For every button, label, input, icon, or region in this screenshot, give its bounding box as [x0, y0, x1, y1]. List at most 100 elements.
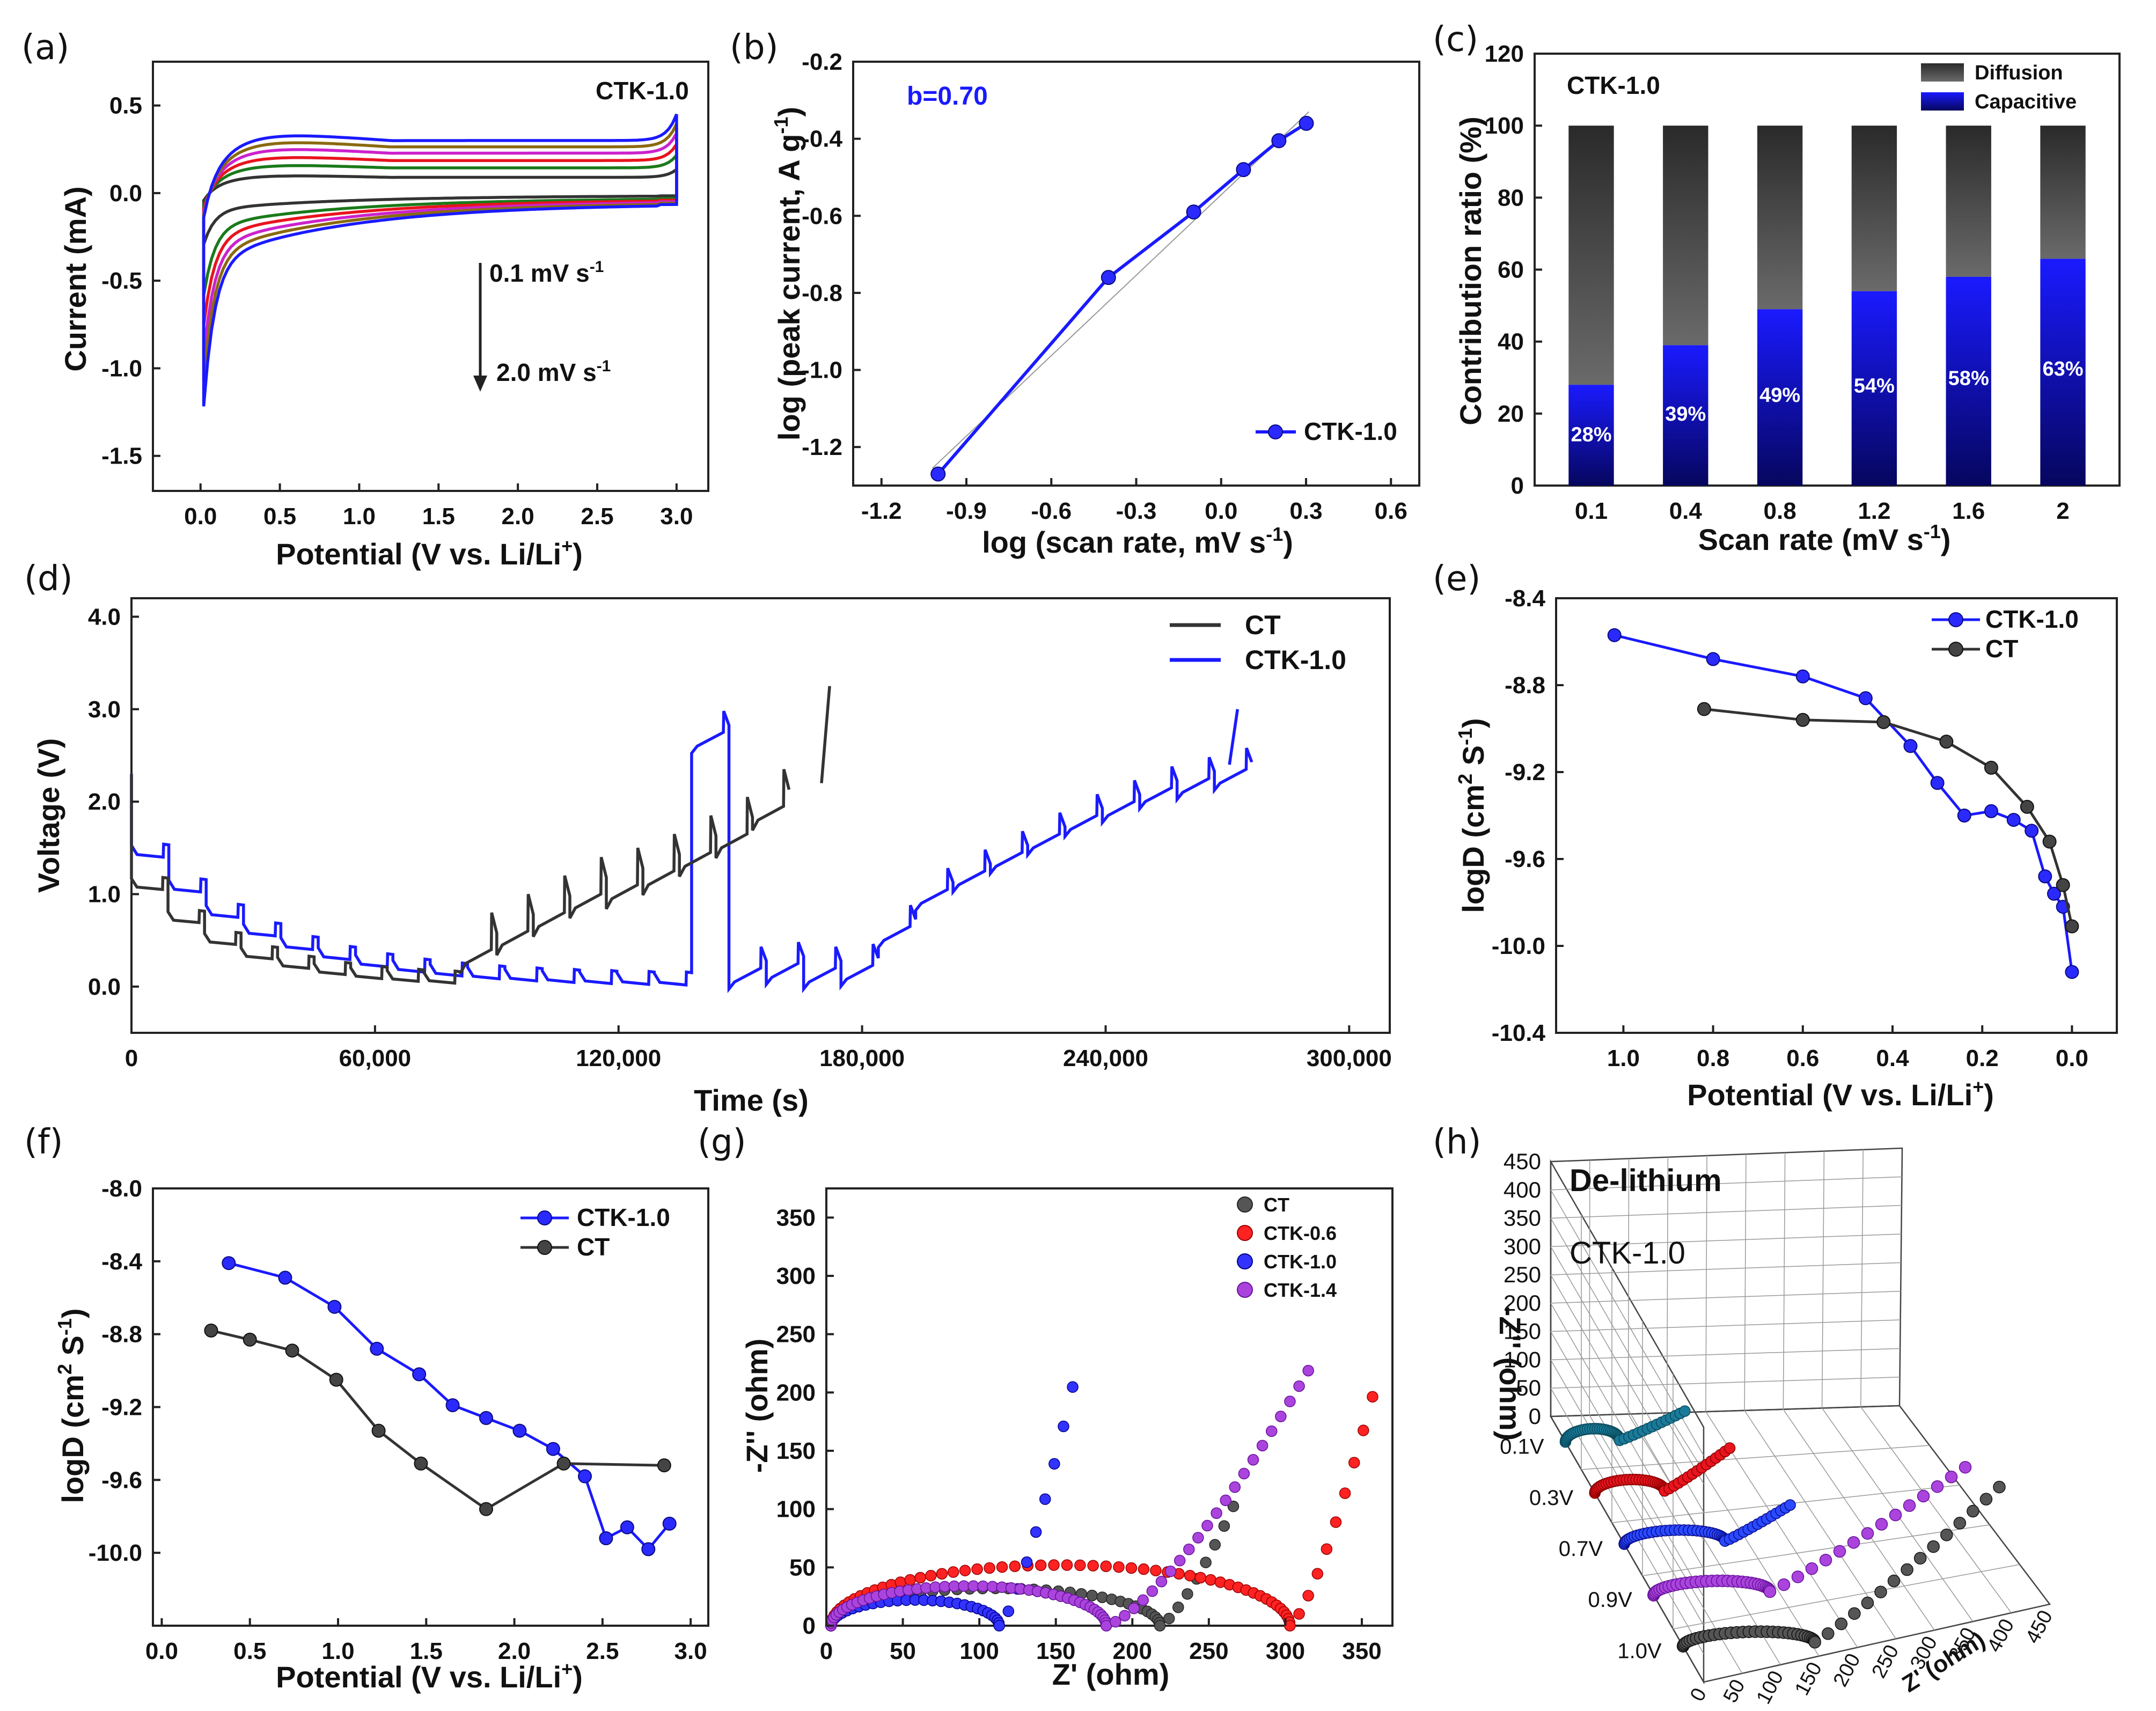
- panel-e-ytick-label: -10.4: [1492, 1020, 1546, 1046]
- panel-g-point-ctk06: [1184, 1569, 1196, 1582]
- panel-d-ytick-label: 2.0: [88, 789, 121, 815]
- panel-g-point-ct: [1209, 1539, 1221, 1551]
- panel-f-point: [546, 1442, 560, 1456]
- panel-g-point-ct: [1182, 1588, 1193, 1600]
- panel-label-c: (c): [1433, 20, 1478, 60]
- panel-c-bar-label: 39%: [1665, 403, 1706, 425]
- panel-h-point-r09: [1875, 1518, 1888, 1531]
- panel-g-point-ctk06: [1138, 1563, 1150, 1575]
- panel-g-point-ct: [1154, 1620, 1166, 1632]
- panel-g-point-ctk14: [1119, 1610, 1131, 1622]
- panel-f-xtick-label: 1.5: [410, 1638, 443, 1664]
- panel-h-point-r07: [1784, 1499, 1796, 1511]
- panel-h-point-r09: [1889, 1508, 1902, 1522]
- panel-h-grid-line: [1666, 1157, 1669, 1413]
- panel-h-point-r10: [1913, 1552, 1927, 1565]
- panel-h-point-r01: [1679, 1405, 1691, 1417]
- panel-e-ytick-label: -9.2: [1505, 759, 1545, 785]
- panel-c-ytick-label: 60: [1498, 257, 1524, 283]
- panel-c-bar-capacitive: [1851, 291, 1897, 486]
- panel-e-xtick-label: 0.2: [1966, 1045, 1999, 1071]
- panel-a-xtick-label: 2.0: [502, 503, 534, 530]
- panel-g-plot: [825, 1364, 1378, 1632]
- panel-c-ytick-label: 40: [1498, 329, 1524, 355]
- panel-a-xtick-label: 0.5: [263, 503, 296, 530]
- panel-h-xtick-label: 450: [2021, 1607, 2057, 1648]
- panel-b-ticks: -1.2 -0.9 -0.6 -0.3 0.0 0.3 0.6 -0.2 -0.4 -0.6 -0.…: [802, 49, 1407, 524]
- panel-a-ytick-label: -0.5: [101, 268, 142, 294]
- panel-c-bar-chart: 28% 0.1 39% 0.4 49% 0.8 54% 1.2 58% 1.6 63% 2 0 20 40…: [1454, 41, 2121, 556]
- panel-h-point-r10: [1835, 1617, 1848, 1631]
- panel-g-point-ctk06: [1311, 1568, 1324, 1580]
- panel-b-point: [930, 466, 946, 482]
- panel-g-point-ctk06: [1330, 1516, 1342, 1528]
- panel-h-point-r09: [1763, 1585, 1777, 1598]
- panel-c-bar-label: 49%: [1759, 384, 1800, 407]
- panel-h-point-r09: [1931, 1480, 1944, 1493]
- panel-e-point: [2025, 824, 2039, 838]
- panel-d-ytick-label: 3.0: [88, 696, 121, 723]
- panel-g-point-ctk10: [1048, 1458, 1060, 1470]
- panel-d-series-ctk: [130, 710, 1253, 994]
- panel-e-point: [2065, 919, 2079, 934]
- panel-e-point: [2006, 813, 2021, 827]
- panel-h-grid-line: [1550, 1319, 1901, 1332]
- panel-g-point-ctk06: [1293, 1608, 1305, 1620]
- panel-g-xtick-label: 100: [959, 1638, 999, 1664]
- panel-label-g: (g): [698, 1122, 746, 1162]
- panel-b-xtick-label: -1.2: [861, 498, 902, 524]
- panel-g-point-ctk14: [1110, 1615, 1121, 1628]
- panel-a-xtick-label: 1.0: [343, 503, 376, 530]
- panel-h-grid-line: [1589, 1160, 1590, 1415]
- panel-g-legend-label: CTK-0.6: [1264, 1222, 1337, 1244]
- panel-g-point-ctk06: [1339, 1487, 1351, 1499]
- panel-d-series-ct: [130, 769, 791, 985]
- panel-f-ytick-label: -8.8: [101, 1321, 142, 1348]
- panel-g-legend-marker: [1237, 1196, 1253, 1213]
- panel-g-xtick-label: 50: [890, 1638, 916, 1664]
- panel-g-point-ct: [1227, 1500, 1240, 1512]
- panel-h-grid-line: [1642, 1524, 1990, 1576]
- panel-b-ytick-label: -0.2: [802, 49, 842, 75]
- panel-f-xtick-label: 3.0: [674, 1638, 707, 1664]
- panel-h-3d-nyquist: 4504003503002502001501005000.1V0.3V0.7V0…: [1493, 1147, 2057, 1708]
- panel-b-point: [1186, 204, 1201, 220]
- panel-f-ytick-label: -9.6: [101, 1467, 142, 1493]
- panel-g-legend-label: CTK-1.0: [1264, 1251, 1337, 1273]
- panel-g-legend-label: CTK-1.4: [1264, 1279, 1337, 1301]
- panel-f-line-1: [210, 1329, 664, 1511]
- panel-e-ytick-label: -10.0: [1492, 933, 1545, 959]
- panel-f-ytick-label: -9.2: [101, 1394, 142, 1421]
- panel-b-series-line: [937, 122, 1308, 475]
- panel-f-legend-ctk-marker: [537, 1210, 552, 1225]
- panel-f-point: [243, 1332, 257, 1347]
- panel-g-xtick-label: 0: [820, 1638, 833, 1664]
- panel-d-xtick-label: 60,000: [339, 1045, 412, 1071]
- panel-b-ytick-label: -1.2: [802, 434, 842, 460]
- panel-g-point-ctk06: [1100, 1560, 1112, 1572]
- panel-f-point: [412, 1367, 427, 1382]
- panel-h-grid-line: [1550, 1233, 1902, 1247]
- panel-g-point-ctk14: [1211, 1507, 1222, 1519]
- panel-g-point-ctk06: [904, 1574, 916, 1586]
- panel-g-point-ctk14: [1302, 1364, 1314, 1377]
- panel-g-nyquist: 0 50 100 150 200 250 300 350 0 50 100 150 200 250 300 3…: [740, 1187, 1394, 1691]
- panel-label-b: (b): [730, 28, 779, 68]
- panel-g-point-ct: [1163, 1612, 1175, 1625]
- panel-e-legend-ctk: CTK-1.0: [1985, 605, 2079, 633]
- panel-g-ytick-label: 250: [776, 1321, 816, 1348]
- panel-h-xtick-label: 400: [1983, 1615, 2019, 1656]
- panel-b-plot: [930, 111, 1314, 482]
- panel-h-point-r09: [1819, 1553, 1832, 1567]
- panel-h-point-r10: [1979, 1493, 1993, 1506]
- panel-b-xtick-label: -0.6: [1031, 498, 1072, 524]
- panel-b-point: [1271, 133, 1287, 149]
- panel-d-legend-ct: CT: [1245, 610, 1281, 640]
- panel-e-point: [1607, 628, 1622, 642]
- panel-b-point: [1299, 115, 1314, 131]
- panel-e-point: [1697, 702, 1711, 716]
- panel-d-xtick-label: 120,000: [576, 1045, 661, 1071]
- panel-c-bar-capacitive: [1757, 309, 1803, 486]
- panel-f-frame: [152, 1187, 709, 1627]
- panel-b-ytick-label: -1.0: [802, 357, 842, 384]
